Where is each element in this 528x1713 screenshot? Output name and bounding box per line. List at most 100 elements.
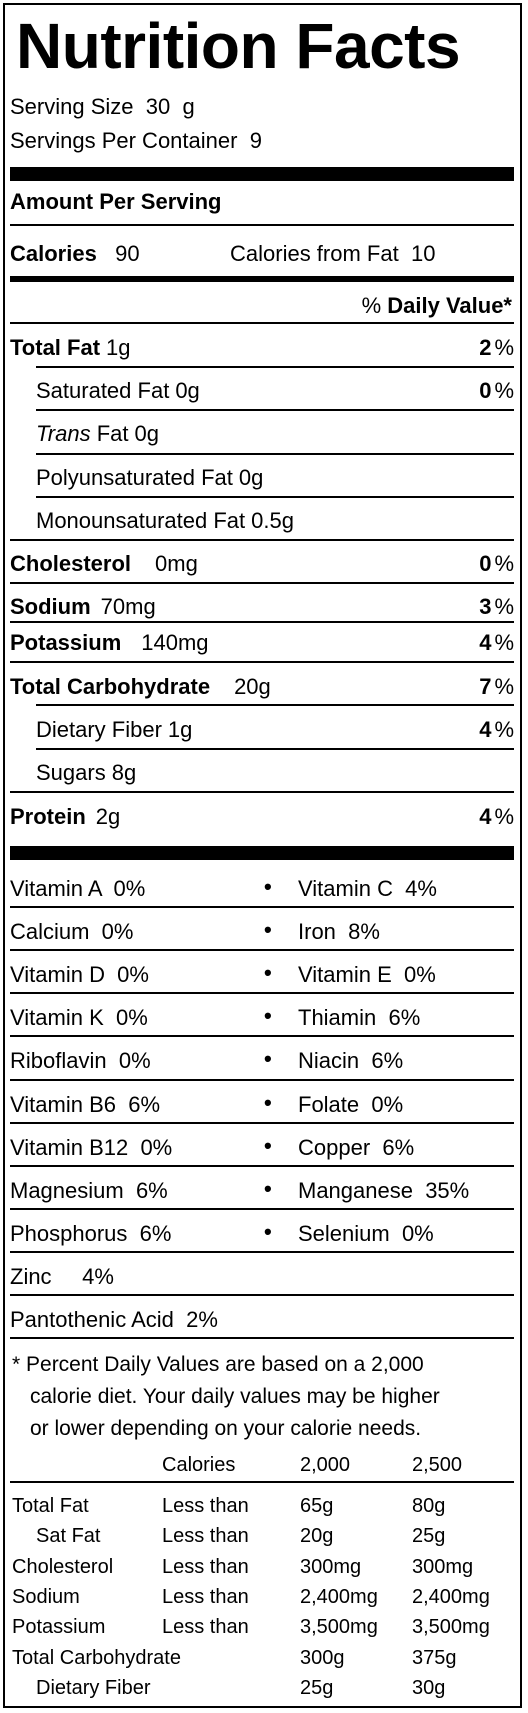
divider — [10, 582, 514, 584]
dv-percent-sign: % — [494, 717, 514, 742]
nutrient-amount: 1g — [167, 717, 193, 742]
divider — [10, 322, 514, 324]
ref-row-2500: 25g — [412, 1525, 446, 1547]
footnote-line: or lower depending on your calorie needs… — [30, 1417, 422, 1440]
ref-row-2000: 20g — [300, 1525, 334, 1547]
dv-label: Daily Value* — [387, 293, 512, 318]
ref-row-name: Dietary Fiber — [36, 1677, 151, 1699]
dv-number: 4 — [479, 630, 492, 655]
nutrient-daily-value: 4% — [479, 632, 514, 654]
nutrient-daily-value: 2% — [479, 337, 514, 359]
nutrient-row: Sodium 70mg — [10, 596, 156, 618]
nutrient-amount: 0g — [175, 378, 200, 403]
vitamin-right: Copper 6% — [298, 1135, 415, 1160]
divider — [36, 409, 514, 411]
dv-number: 2 — [479, 335, 492, 360]
divider — [10, 1165, 514, 1167]
divider — [10, 1122, 514, 1124]
dv-percent-sign: % — [494, 378, 514, 403]
nutrient-amount: 0mg — [155, 551, 198, 576]
ref-row-qualifier: Less than — [162, 1556, 249, 1578]
nutrient-name: Polyunsaturated Fat — [36, 465, 233, 490]
divider — [36, 704, 514, 706]
ref-row-name: Cholesterol — [12, 1556, 114, 1578]
nutrition-label-border — [3, 3, 522, 1708]
dv-percent-sign: % — [494, 674, 514, 699]
bullet-separator: • — [264, 1219, 272, 1244]
vitamin-left: Riboflavin 0% — [10, 1048, 151, 1073]
nutrient-name-italic: Trans — [36, 421, 91, 446]
vitamin-left: Vitamin A 0% — [10, 876, 146, 901]
dv-percent-sign: % — [494, 551, 514, 576]
nutrient-daily-value: 0% — [479, 553, 514, 575]
bullet-separator: • — [264, 1003, 272, 1028]
ref-row-2000: 2,400mg — [300, 1586, 378, 1608]
bullet-separator: • — [264, 1046, 272, 1071]
label-title: Nutrition Facts — [16, 10, 461, 82]
ref-row-2000: 300mg — [300, 1556, 362, 1578]
ref-row-2500: 2,400mg — [412, 1586, 490, 1608]
bullet-separator: • — [264, 960, 272, 985]
nutrient-amount: 0.5g — [251, 508, 294, 533]
daily-value-header: % Daily Value* — [362, 295, 512, 317]
divider — [10, 992, 514, 994]
nutrient-name: Total Fat — [10, 335, 101, 360]
vitamin-left: Vitamin K 0% — [10, 1005, 148, 1030]
bullet-separator: • — [264, 1090, 272, 1115]
nutrient-amount: 0g — [134, 421, 160, 446]
nutrient-row: Saturated Fat 0g — [36, 380, 200, 402]
calories-row: Calories 90 — [10, 243, 140, 265]
dv-number: 0 — [479, 551, 492, 576]
ref-row-2000: 300g — [300, 1647, 345, 1669]
nutrient-amount: 0g — [238, 465, 264, 490]
ref-row-qualifier: Less than — [162, 1586, 249, 1608]
divider-medium — [10, 276, 514, 282]
calories-from-fat: Calories from Fat 10 — [230, 243, 435, 265]
serving-size-label: Serving Size — [10, 94, 134, 119]
dv-percent-sign: % — [494, 630, 514, 655]
vitamin-left: Zinc 4% — [10, 1264, 114, 1289]
nutrient-amount: 2g — [95, 804, 121, 829]
vitamin-left: Vitamin B6 6% — [10, 1092, 161, 1117]
nutrient-amount: 70mg — [100, 594, 156, 619]
vitamin-left: Vitamin D 0% — [10, 962, 149, 987]
nutrient-daily-value: 4% — [479, 806, 514, 828]
ref-row-2000: 65g — [300, 1495, 334, 1517]
nutrient-daily-value: 0% — [479, 380, 514, 402]
divider — [10, 1035, 514, 1037]
vitamin-right: Thiamin 6% — [298, 1005, 421, 1030]
vitamin-left: Pantothenic Acid 2% — [10, 1307, 218, 1332]
serving-size: Serving Size 30 g — [10, 96, 195, 118]
divider — [10, 1251, 514, 1253]
ref-header-2500: 2,500 — [412, 1454, 463, 1476]
ref-row-qualifier: Less than — [162, 1616, 249, 1638]
ref-row-2500: 375g — [412, 1647, 457, 1669]
ref-row-2500: 300mg — [412, 1556, 474, 1578]
divider-thick — [10, 846, 514, 860]
ref-row-qualifier: Less than — [162, 1495, 249, 1517]
dv-percent-sign: % — [494, 804, 514, 829]
nutrient-row: Total Carbohydrate 20g — [10, 676, 271, 698]
servings-value: 9 — [249, 128, 262, 153]
divider — [10, 224, 514, 226]
nutrient-name: Potassium — [10, 630, 122, 655]
ref-row-name: Total Carbohydrate — [12, 1647, 181, 1669]
divider — [36, 496, 514, 498]
nutrient-row: Monounsaturated Fat 0.5g — [36, 510, 294, 532]
nutrient-row: Dietary Fiber 1g — [36, 719, 192, 741]
divider — [10, 791, 514, 793]
nutrient-name: Monounsaturated Fat — [36, 508, 246, 533]
nutrient-name: Cholesterol — [10, 551, 132, 576]
vitamin-right: Manganese 35% — [298, 1178, 470, 1203]
nutrient-amount: 1g — [106, 335, 131, 360]
nutrient-amount: 8g — [111, 760, 137, 785]
serving-size-value: 30 g — [145, 94, 195, 119]
ref-row-name: Potassium — [12, 1616, 106, 1638]
ref-row-2000: 25g — [300, 1677, 334, 1699]
ref-header-2000: 2,000 — [300, 1454, 351, 1476]
vitamin-right: Niacin 6% — [298, 1048, 404, 1073]
vitamin-right: Folate 0% — [298, 1092, 404, 1117]
nutrient-row: Total Fat 1g — [10, 337, 131, 359]
dv-number: 0 — [479, 378, 492, 403]
divider — [10, 1079, 514, 1081]
